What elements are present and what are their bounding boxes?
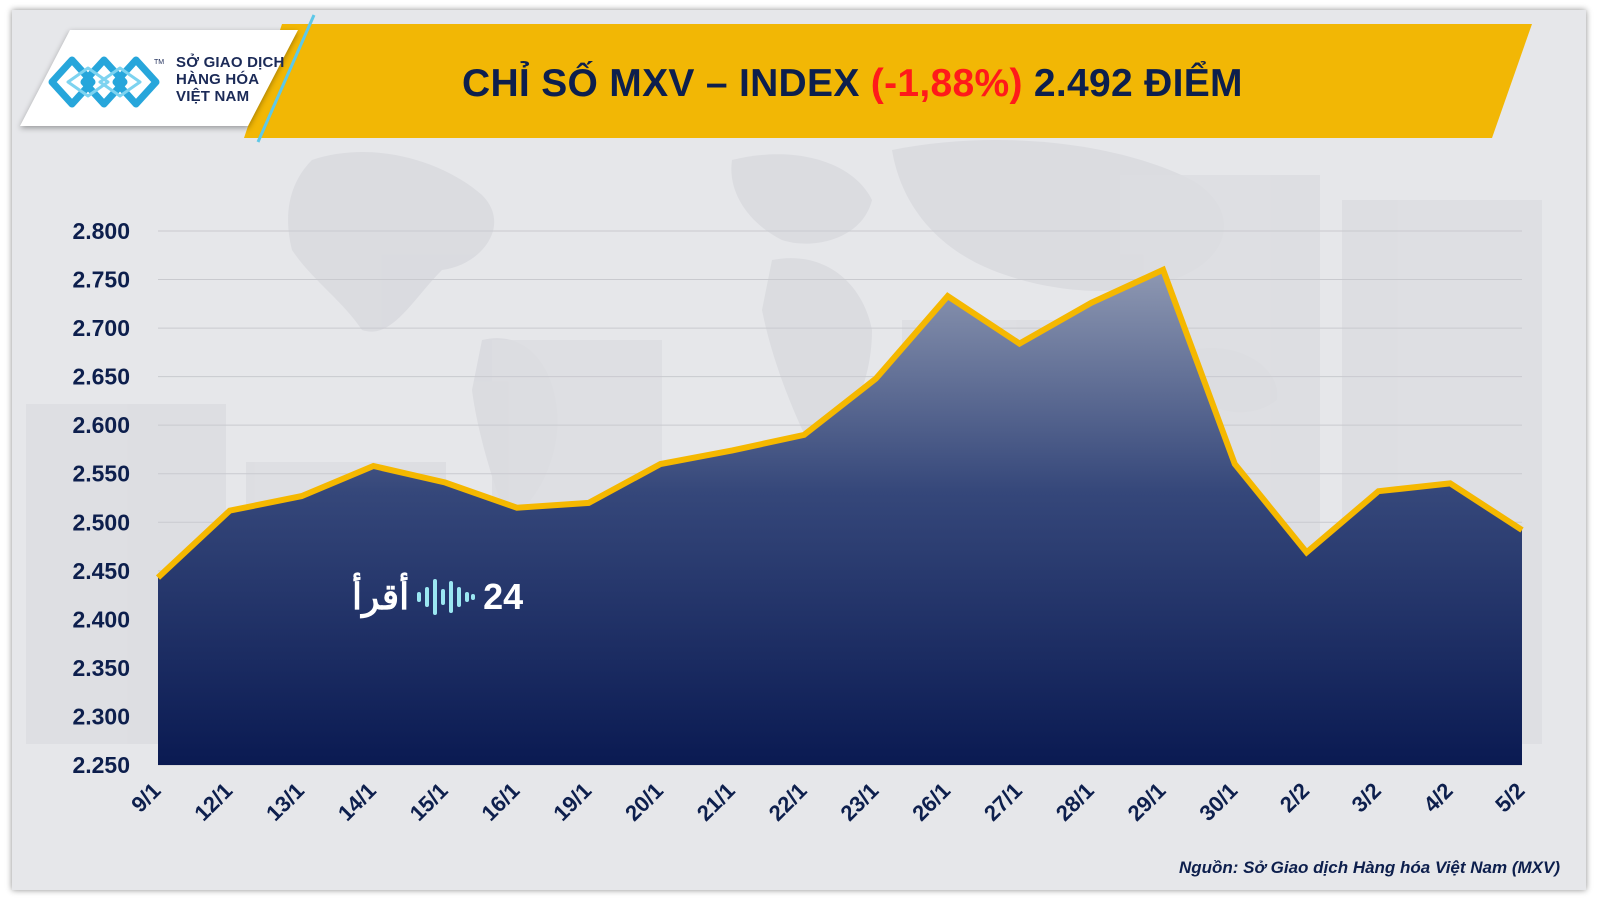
y-tick-label: 2.650 (72, 364, 130, 390)
x-tick-label: 5/2 (1490, 778, 1529, 817)
x-tick-label: 21/1 (692, 778, 740, 826)
area-fill (158, 269, 1522, 765)
watermark-text-right: 24 (483, 576, 524, 617)
index-area-chart: 2.800 2.750 2.700 2.650 2.600 2.550 2.500 2.450… (72, 218, 1529, 826)
y-tick-label: 2.550 (72, 461, 130, 487)
y-tick-label: 2.800 (72, 218, 130, 244)
x-tick-label: 30/1 (1194, 778, 1242, 826)
x-tick-label: 9/1 (126, 778, 165, 817)
x-tick-label: 4/2 (1418, 778, 1457, 817)
x-tick-label: 22/1 (764, 778, 812, 826)
title-value: 2.492 ĐIỂM (1022, 62, 1243, 105)
y-tick-label: 2.300 (72, 703, 130, 729)
x-tick-label: 26/1 (907, 778, 955, 826)
x-tick-label: 16/1 (477, 778, 525, 826)
y-tick-label: 2.500 (72, 509, 130, 535)
source-note: Nguồn: Sở Giao dịch Hàng hóa Việt Nam (M… (1178, 858, 1560, 877)
x-axis-ticks: 9/1 12/1 13/1 14/1 15/1 16/1 19/1 20/1 21/1 22/1 2… (126, 778, 1529, 826)
x-tick-label: 3/2 (1347, 778, 1386, 817)
watermark-text-left: أقرأ (352, 576, 410, 617)
x-tick-label: 15/1 (405, 778, 453, 826)
chart-title: CHỈ SỐ MXV – INDEX (-1,88%) 2.492 ĐIỂM (462, 62, 1262, 106)
x-tick-label: 28/1 (1051, 778, 1099, 826)
y-tick-label: 2.600 (72, 412, 130, 438)
x-tick-label: 23/1 (835, 778, 883, 826)
series-line-path (155, 265, 1524, 580)
x-tick-label: 14/1 (333, 778, 381, 826)
title-change: (-1,88%) (870, 62, 1023, 105)
area-fill-path (158, 269, 1522, 765)
banner-white-logo-panel (20, 30, 298, 126)
y-tick-label: 2.250 (72, 752, 130, 778)
y-tick-label: 2.750 (72, 267, 130, 293)
logo-text: SỞ GIAO DỊCH HÀNG HÓA VIỆT NAM (176, 54, 285, 105)
y-tick-label: 2.450 (72, 558, 130, 584)
x-tick-label: 20/1 (620, 778, 668, 826)
mxv-logo-icon (48, 56, 160, 108)
logo-line-3: VIỆT NAM (176, 88, 250, 105)
x-tick-label: 29/1 (1123, 778, 1171, 826)
banner-yellow-band (244, 24, 1532, 138)
y-axis-ticks: 2.800 2.750 2.700 2.650 2.600 2.550 2.500 2.450… (72, 218, 130, 778)
infographic-frame: TM SỞ GIAO DỊCH HÀNG HÓA VIỆT NAM CHỈ SỐ… (12, 10, 1586, 890)
y-tick-label: 2.350 (72, 655, 130, 681)
watermark: أقرأ 24 (352, 576, 523, 618)
x-tick-label: 12/1 (189, 778, 237, 826)
x-tick-label: 2/2 (1275, 778, 1314, 817)
y-tick-label: 2.400 (72, 606, 130, 632)
trademark-mark: TM (154, 59, 164, 66)
logo-line-1: SỞ GIAO DỊCH (176, 54, 285, 71)
series-line (155, 265, 1524, 580)
title-prefix: CHỈ SỐ MXV – INDEX (462, 62, 871, 105)
x-tick-label: 13/1 (261, 778, 309, 826)
logo-line-2: HÀNG HÓA (176, 71, 260, 88)
x-tick-label: 27/1 (979, 778, 1027, 826)
y-tick-label: 2.700 (72, 315, 130, 341)
header-banner: TM (20, 14, 1532, 143)
sound-wave-icon (417, 579, 476, 615)
x-tick-label: 19/1 (548, 778, 596, 826)
